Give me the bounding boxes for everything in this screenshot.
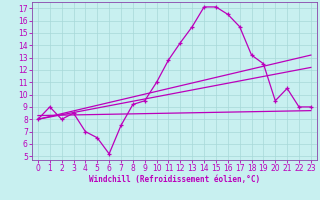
X-axis label: Windchill (Refroidissement éolien,°C): Windchill (Refroidissement éolien,°C) (89, 175, 260, 184)
